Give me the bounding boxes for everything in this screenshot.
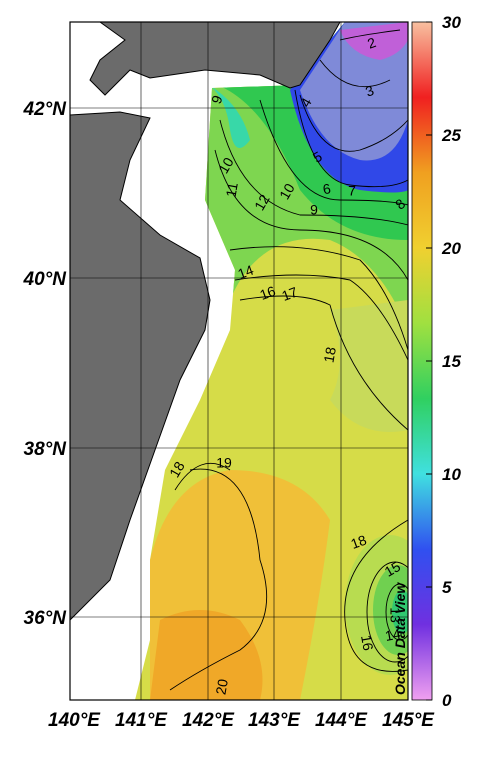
contour-label: 7 (348, 183, 356, 199)
contour-label: 19 (216, 455, 232, 471)
land (89, 21, 341, 96)
data-field (135, 22, 408, 700)
contour-label: 14 (236, 262, 256, 282)
land (69, 111, 211, 622)
graticule (70, 22, 408, 700)
frame (69, 21, 409, 701)
lat-label: 40°N (23, 269, 68, 290)
contour-label: 13 (387, 607, 403, 623)
contour-label: 20 (212, 678, 230, 696)
contour-label: 6 (322, 180, 333, 197)
contour-label: 16 (258, 283, 278, 303)
colorbar-label: 20 (441, 239, 461, 258)
lat-label: 38°N (24, 439, 68, 460)
contour-label: 17 (280, 284, 300, 304)
contour-label: 18 (320, 346, 338, 364)
contour-label: 18 (166, 458, 188, 480)
contour-label: 18 (349, 532, 369, 552)
lat-label: 36°N (24, 608, 68, 629)
contour-label: 14 (384, 625, 402, 643)
contour-label: 11 (223, 181, 241, 198)
lon-label: 141°E (115, 710, 168, 731)
watermark: Ocean Data View (392, 582, 408, 695)
colorbar-label: 25 (441, 126, 461, 145)
colorbar-label: 0 (442, 691, 452, 710)
contour-label: 10 (276, 180, 298, 202)
colorbar-label: 30 (442, 13, 461, 32)
contour-label: 12 (251, 191, 273, 213)
contour-label: 16 (358, 634, 376, 652)
contour-label: 9 (310, 202, 318, 218)
lon-label: 142°E (182, 710, 235, 731)
lon-label: 143°E (248, 710, 301, 731)
colorbar-label: 15 (442, 352, 461, 371)
contour-label: 15 (382, 558, 404, 580)
lat-label: 42°N (23, 99, 68, 120)
lon-label: 140°E (48, 710, 101, 731)
lon-label: 144°E (315, 710, 368, 731)
colorbar-label: 10 (442, 465, 461, 484)
lon-label: 145°E (382, 710, 435, 731)
colorbar-label: 5 (442, 578, 452, 597)
contour-label: 10 (215, 154, 237, 176)
